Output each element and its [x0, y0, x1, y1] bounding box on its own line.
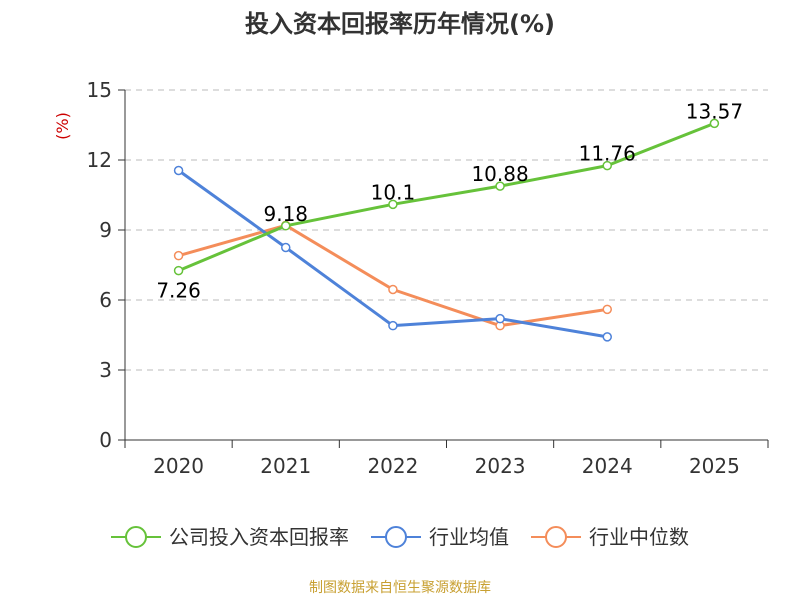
x-tick-label: 2025	[689, 454, 740, 478]
y-tick-label: 12	[87, 148, 112, 172]
legend-marker	[385, 526, 407, 548]
x-tick-label: 2021	[260, 454, 311, 478]
legend[interactable]: 公司投入资本回报率 行业均值 行业中位数	[111, 525, 689, 549]
chart-title: 投入资本回报率历年情况(%)	[245, 10, 555, 38]
data-point[interactable]	[602, 160, 612, 171]
x-tick-label: 2023	[475, 454, 526, 478]
legend-label: 行业中位数	[589, 525, 689, 549]
legend-marker	[545, 526, 567, 548]
series-line	[178, 223, 608, 328]
data-labels: 7.26 9.18 10.1 10.88 11.76 13.57	[156, 99, 743, 302]
x-tick-label: 2024	[582, 454, 633, 478]
data-point[interactable]	[388, 284, 398, 295]
y-tick-label: 9	[99, 218, 112, 242]
y-axis-title: (%)	[53, 112, 72, 140]
series-layer	[173, 118, 720, 342]
y-tick-label: 15	[87, 78, 112, 102]
data-label: 10.1	[371, 180, 416, 204]
legend-item[interactable]: 行业中位数	[531, 525, 689, 549]
data-label: 9.18	[263, 202, 308, 226]
data-point[interactable]	[388, 199, 398, 210]
legend-item[interactable]: 行业均值	[371, 525, 509, 549]
data-label: 7.26	[156, 279, 201, 303]
y-tick-label: 6	[99, 288, 112, 312]
data-label: 13.57	[686, 99, 743, 123]
data-label: 10.88	[471, 162, 528, 186]
data-point[interactable]	[173, 250, 184, 261]
data-point[interactable]	[173, 265, 184, 276]
x-tick-label: 2022	[367, 454, 418, 478]
axes: 0 3 6 9 12 15 2020 2021 2022 2023 2024 2025	[87, 78, 769, 478]
x-tick-label: 2020	[153, 454, 204, 478]
data-source-note: 制图数据来自恒生聚源数据库	[309, 580, 491, 596]
grid-lines	[125, 89, 768, 371]
legend-label: 公司投入资本回报率	[169, 525, 349, 549]
data-point[interactable]	[709, 118, 720, 129]
data-point[interactable]	[495, 313, 505, 324]
y-tick-label: 3	[99, 358, 112, 382]
legend-item[interactable]: 公司投入资本回报率	[111, 525, 349, 549]
data-point[interactable]	[602, 332, 612, 342]
data-point[interactable]	[602, 304, 612, 315]
data-point[interactable]	[388, 320, 398, 331]
y-tick-label: 0	[99, 428, 112, 452]
legend-label: 行业均值	[429, 525, 509, 549]
data-point[interactable]	[495, 181, 505, 191]
data-label: 11.76	[579, 142, 636, 166]
series-line	[178, 121, 715, 272]
data-point[interactable]	[173, 165, 184, 176]
legend-marker	[125, 526, 147, 548]
data-point[interactable]	[281, 242, 291, 253]
data-point[interactable]	[281, 221, 291, 231]
